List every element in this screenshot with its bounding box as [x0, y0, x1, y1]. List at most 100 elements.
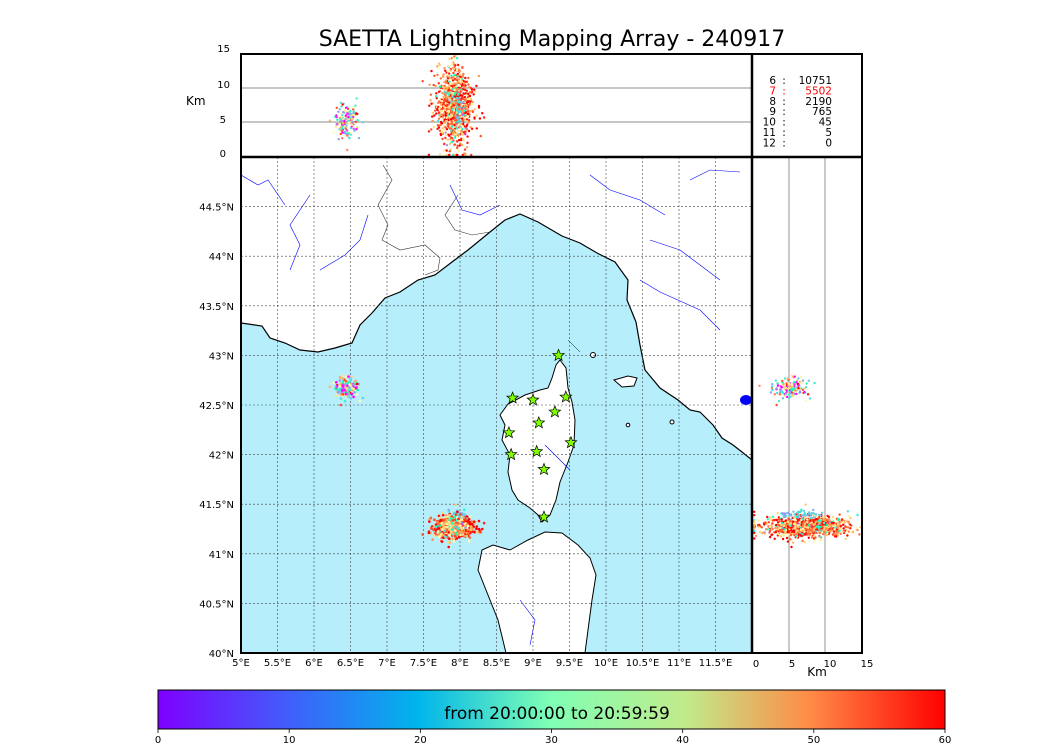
lightning-source: [455, 140, 459, 143]
station-marker: [564, 435, 578, 449]
lightning-source: [339, 403, 343, 407]
lightning-source: [353, 391, 356, 394]
lightning-source: [834, 530, 838, 533]
lightning-source: [791, 530, 794, 533]
lightning-source: [461, 119, 464, 122]
lightning-source: [448, 80, 451, 84]
lightning-source: [775, 523, 778, 527]
lightning-source: [817, 516, 820, 520]
lightning-source: [463, 88, 467, 91]
lightning-source: [451, 131, 455, 135]
lightning-source: [836, 526, 840, 530]
lightning-source: [803, 390, 806, 394]
lightning-source: [477, 74, 481, 78]
lightning-source: [803, 525, 806, 528]
lightning-source: [812, 514, 815, 517]
lightning-source: [838, 513, 841, 516]
lightning-source: [797, 530, 801, 534]
lightning-source: [812, 537, 816, 540]
colorbar-tick-label: 20: [414, 735, 427, 746]
lightning-source: [344, 132, 348, 135]
lightning-source: [781, 526, 784, 529]
lightning-source: [461, 101, 464, 105]
lightning-source: [461, 133, 464, 136]
lightning-source: [463, 148, 467, 151]
lightning-source: [454, 86, 457, 89]
side-tick: 0: [753, 659, 759, 670]
lightning-source: [335, 123, 338, 126]
lightning-source: [783, 528, 786, 531]
altitude-scatter: [328, 54, 486, 157]
lightning-source: [830, 526, 833, 529]
lightning-source: [433, 74, 436, 78]
lightning-source: [806, 526, 809, 529]
lon-tick-label: 11°E: [667, 658, 691, 669]
colorbar-tick-label: 30: [545, 735, 558, 746]
lightning-source: [805, 529, 808, 532]
lightning-source: [467, 129, 471, 133]
lightning-source: [464, 98, 467, 102]
lightning-source: [810, 512, 813, 515]
station-count-n: 10: [763, 117, 776, 129]
lightning-source: [753, 520, 756, 523]
lightning-source: [441, 73, 445, 77]
lightning-source: [463, 82, 466, 85]
lightning-source: [481, 527, 484, 531]
lightning-source: [768, 516, 772, 519]
lightning-source: [451, 108, 454, 111]
lightning-source: [855, 526, 858, 530]
lightning-source: [806, 520, 809, 524]
lightning-source: [464, 130, 467, 133]
lightning-source: [432, 534, 436, 537]
lightning-source: [753, 529, 756, 532]
lightning-source: [453, 143, 456, 146]
lightning-source: [786, 525, 790, 528]
lightning-source: [456, 129, 460, 132]
lightning-source: [448, 105, 451, 109]
lightning-source: [338, 379, 342, 382]
lightning-source: [434, 84, 437, 88]
lightning-source: [445, 128, 449, 131]
lightning-source: [444, 136, 447, 140]
lon-tick-label: 9°E: [524, 658, 542, 669]
lightning-source: [451, 79, 455, 82]
lightning-source: [341, 384, 344, 387]
lightning-source: [448, 150, 451, 153]
lightning-source: [803, 388, 806, 391]
lightning-source: [835, 522, 838, 525]
lightning-source: [461, 75, 464, 79]
lightning-source: [473, 530, 476, 534]
lightning-source: [460, 104, 463, 107]
lightning-source: [341, 103, 344, 106]
lightning-source: [793, 385, 796, 388]
lightning-source: [452, 71, 455, 75]
lightning-source: [340, 389, 344, 392]
lightning-source: [833, 532, 837, 536]
lightning-source: [785, 536, 789, 540]
lightning-source: [468, 536, 472, 539]
lightning-source: [458, 144, 461, 147]
lightning-source: [356, 119, 359, 122]
station-count-n: 7: [769, 85, 776, 97]
station-marker: [537, 462, 551, 476]
station-marker: [502, 425, 516, 439]
lightning-source: [779, 530, 782, 533]
lightning-source: [813, 533, 817, 537]
lightning-source: [470, 91, 473, 94]
lightning-source: [344, 114, 348, 117]
lightning-source: [459, 75, 462, 79]
lightning-source: [766, 528, 769, 531]
lightning-source: [825, 524, 829, 527]
lightning-source: [839, 532, 842, 535]
lightning-source: [819, 537, 823, 541]
lightning-source: [832, 530, 836, 534]
lightning-source: [792, 522, 796, 526]
station-count-value: 5: [825, 127, 832, 139]
lightning-source: [459, 524, 462, 527]
lightning-source: [830, 518, 834, 522]
colorbar-ticks: 0 10 20 30 40 50 60: [155, 729, 951, 746]
lightning-source: [349, 112, 352, 115]
station-count-value: 765: [812, 106, 832, 118]
lightning-source: [784, 393, 787, 396]
lightning-source: [822, 515, 825, 519]
